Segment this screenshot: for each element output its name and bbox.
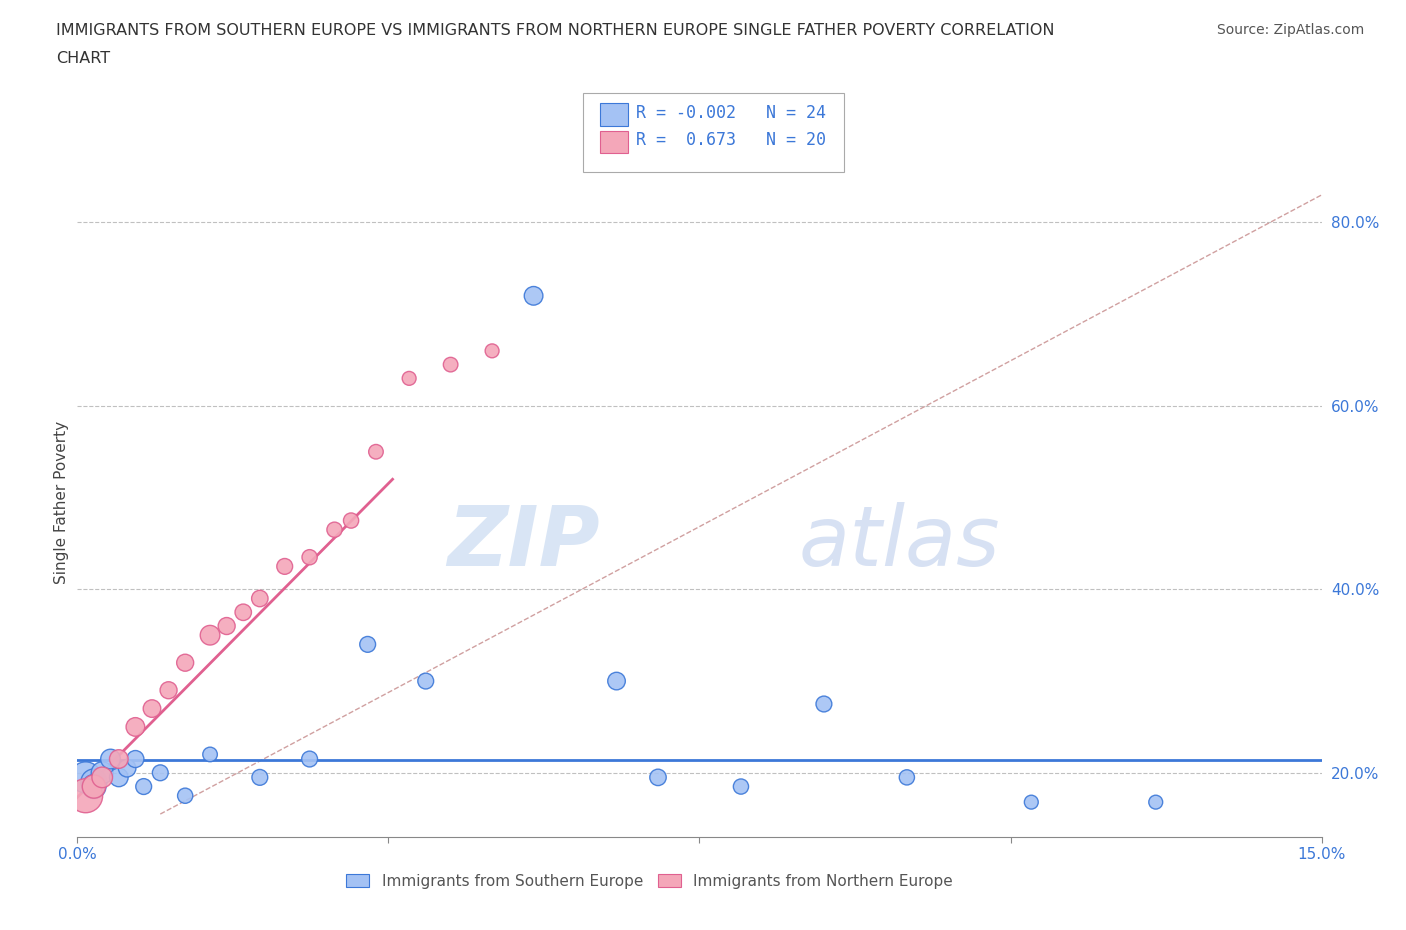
- Point: [198, 747, 221, 762]
- Point: [115, 761, 138, 776]
- Point: [75, 789, 97, 804]
- Text: ZIP: ZIP: [447, 502, 600, 583]
- Point: [523, 288, 546, 303]
- Point: [141, 701, 163, 716]
- Point: [83, 779, 105, 794]
- Text: R =  0.673   N = 20: R = 0.673 N = 20: [636, 131, 825, 150]
- Point: [174, 789, 197, 804]
- Legend: Immigrants from Southern Europe, Immigrants from Northern Europe: Immigrants from Southern Europe, Immigra…: [339, 866, 960, 897]
- Point: [1144, 795, 1167, 810]
- Point: [340, 513, 363, 528]
- Point: [83, 775, 105, 790]
- Point: [232, 604, 254, 619]
- Point: [108, 770, 131, 785]
- Y-axis label: Single Father Poverty: Single Father Poverty: [53, 420, 69, 584]
- Point: [647, 770, 669, 785]
- Point: [108, 751, 131, 766]
- Point: [124, 751, 146, 766]
- Text: R = -0.002   N = 24: R = -0.002 N = 24: [636, 103, 825, 122]
- Text: atlas: atlas: [799, 502, 1001, 583]
- Point: [124, 720, 146, 735]
- Point: [274, 559, 297, 574]
- Text: Source: ZipAtlas.com: Source: ZipAtlas.com: [1216, 23, 1364, 37]
- Text: IMMIGRANTS FROM SOUTHERN EUROPE VS IMMIGRANTS FROM NORTHERN EUROPE SINGLE FATHER: IMMIGRANTS FROM SOUTHERN EUROPE VS IMMIG…: [56, 23, 1054, 38]
- Point: [298, 751, 321, 766]
- Point: [1021, 795, 1043, 810]
- Text: CHART: CHART: [56, 51, 110, 66]
- Point: [481, 343, 503, 358]
- Point: [606, 673, 628, 688]
- Point: [249, 591, 271, 606]
- Point: [174, 656, 197, 671]
- Point: [813, 697, 835, 711]
- Point: [91, 765, 114, 780]
- Point: [896, 770, 918, 785]
- Point: [157, 683, 180, 698]
- Point: [730, 779, 752, 794]
- Point: [132, 779, 155, 794]
- Point: [398, 371, 420, 386]
- Point: [357, 637, 380, 652]
- Point: [215, 618, 238, 633]
- Point: [440, 357, 463, 372]
- Point: [415, 673, 437, 688]
- Point: [149, 765, 172, 780]
- Point: [323, 523, 346, 538]
- Point: [75, 770, 97, 785]
- Point: [249, 770, 271, 785]
- Point: [100, 751, 122, 766]
- Point: [298, 550, 321, 565]
- Point: [198, 628, 221, 643]
- Point: [91, 770, 114, 785]
- Point: [364, 445, 387, 459]
- Point: [83, 779, 105, 794]
